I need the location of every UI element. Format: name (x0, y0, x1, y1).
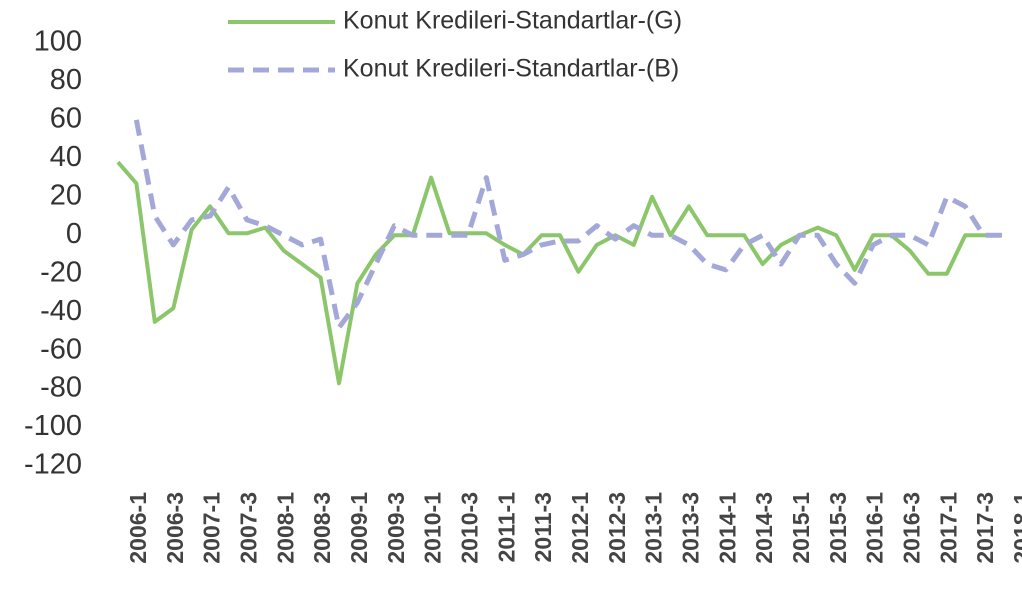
x-tick-label: 2007-1 (199, 492, 225, 564)
x-tick-label: 2016-1 (862, 492, 888, 564)
x-tick-label: 2011-3 (530, 492, 556, 562)
x-tick-label: 2017-1 (935, 492, 961, 564)
y-tick-label: -60 (40, 333, 82, 365)
x-tick-label: 2016-3 (899, 492, 925, 564)
y-tick-label: -40 (40, 295, 82, 327)
x-tick-label: 2011-1 (493, 492, 519, 563)
y-tick-label: 100 (34, 26, 82, 58)
x-tick-label: 2015-1 (788, 492, 814, 564)
x-tick-label: 2006-1 (125, 492, 151, 564)
y-tick-label: 20 (50, 179, 82, 211)
x-tick-label: 2017-3 (972, 492, 998, 564)
y-tick-label: -100 (24, 410, 82, 442)
x-tick-label: 2009-3 (383, 492, 409, 564)
x-tick-label: 2009-1 (346, 492, 372, 564)
x-tick-label: 2010-3 (457, 492, 483, 564)
x-tick-label: 2007-3 (236, 492, 262, 564)
x-tick-label: 2015-3 (825, 492, 851, 564)
y-tick-label: -20 (40, 256, 82, 288)
legend-label: Konut Kredileri-Standartlar-(B) (343, 55, 679, 83)
y-tick-label: 60 (50, 103, 82, 135)
y-tick-label: -80 (40, 372, 82, 404)
y-tick-label: 40 (50, 141, 82, 173)
x-tick-label: 2006-3 (162, 492, 188, 564)
x-tick-label: 2014-3 (751, 492, 777, 564)
legend-label: Konut Kredileri-Standartlar-(G) (343, 7, 682, 35)
series-line (116, 160, 1002, 386)
y-tick-label: 0 (66, 218, 82, 250)
x-tick-label: 2012-1 (567, 492, 593, 564)
x-tick-label: 2010-1 (420, 492, 446, 564)
x-tick-label: 2008-3 (309, 492, 335, 564)
x-tick-label: 2013-1 (641, 492, 667, 564)
x-tick-label: 2008-1 (272, 492, 298, 564)
y-tick-label: 80 (50, 64, 82, 96)
x-tick-label: 2018-1 (1009, 492, 1022, 564)
x-tick-label: 2012-3 (604, 492, 630, 564)
y-tick-label: -120 (24, 449, 82, 481)
x-tick-label: 2013-3 (678, 492, 704, 564)
series-line (133, 119, 1002, 331)
x-tick-label: 2014-1 (714, 492, 740, 564)
